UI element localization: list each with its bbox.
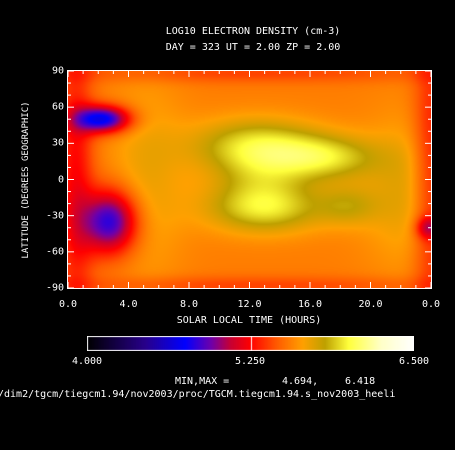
y-tick-label: 90: [51, 65, 64, 77]
plot-frame: [67, 70, 432, 289]
data-max-value: 6.418: [345, 376, 376, 387]
chart-subtitle: DAY = 323 UT = 2.00 ZP = 2.00: [165, 42, 341, 53]
colorbar-min-label: 4.000: [71, 356, 103, 367]
x-tick-label: 12.0: [237, 299, 262, 310]
x-axis-label: SOLAR LOCAL TIME (HOURS): [176, 315, 322, 326]
x-tick-label: 4.0: [119, 299, 138, 310]
x-tick-label: 0.0: [421, 299, 441, 310]
y-axis-label: LATITUDE (DEGREES GEOGRAPHIC): [21, 101, 31, 259]
colorbar-mid-label: 5.250: [234, 356, 266, 367]
source-file-path: /dim2/tgcm/tiegcm1.94/nov2003/proc/TGCM.…: [0, 389, 396, 400]
electron-density-heatmap: [68, 71, 431, 288]
y-tick-label: 30: [51, 137, 64, 149]
y-tick-label: -90: [45, 282, 64, 294]
chart-title: LOG10 ELECTRON DENSITY (cm-3): [165, 26, 341, 37]
x-tick-label: 0.0: [58, 299, 78, 310]
colorbar: [87, 336, 414, 351]
data-min-value: 4.694,: [282, 376, 319, 387]
y-tick-label: -60: [45, 246, 64, 258]
y-tick-label: -30: [45, 210, 64, 222]
x-tick-label: 20.0: [358, 299, 383, 310]
y-tick-label: 60: [51, 101, 64, 113]
x-tick-label: 8.0: [179, 299, 199, 310]
x-tick-label: 16.0: [297, 299, 323, 310]
minmax-label: MIN,MAX =: [175, 376, 230, 387]
y-tick-label: 0: [57, 174, 64, 185]
colorbar-max-label: 6.500: [398, 356, 430, 367]
